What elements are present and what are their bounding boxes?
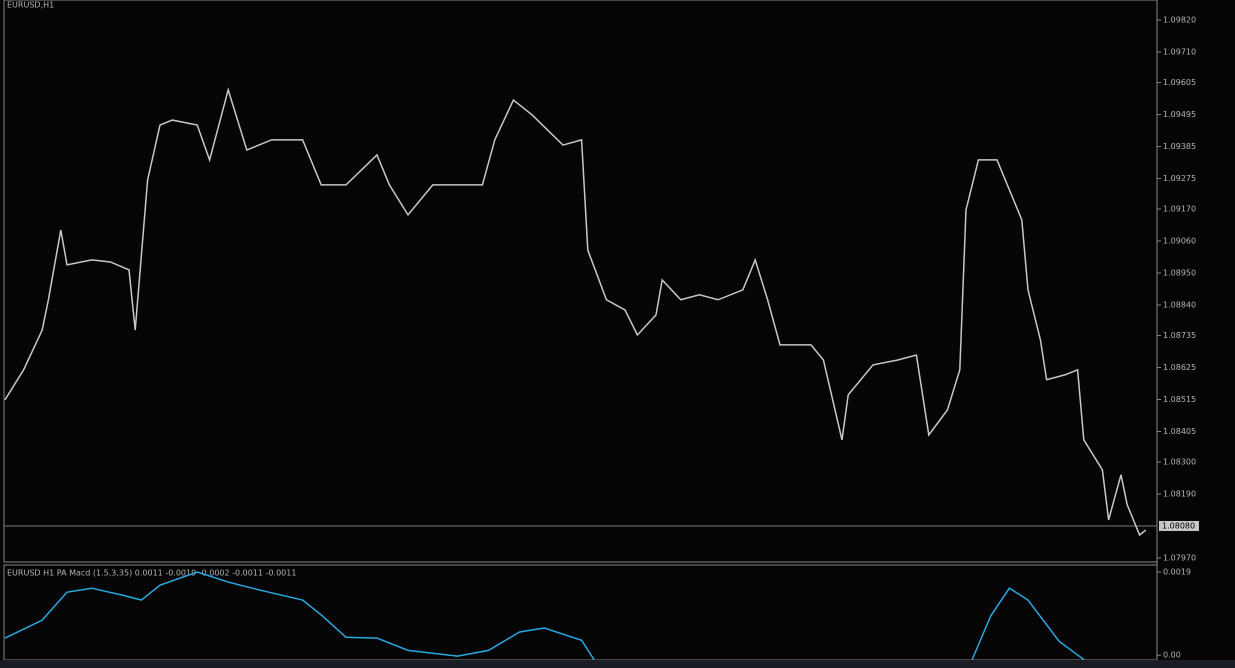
current-price-label: 1.08080 — [1162, 521, 1195, 530]
y-tick-label: 1.08840 — [1163, 301, 1196, 310]
y-tick-label: 0.0019 — [1163, 568, 1191, 577]
y-tick-label: 1.07970 — [1163, 553, 1196, 562]
y-tick-label: 1.09605 — [1163, 78, 1196, 87]
y-tick-label: 1.08190 — [1163, 489, 1196, 498]
y-tick-label: 1.08735 — [1163, 331, 1196, 340]
y-tick-label: 1.08405 — [1163, 427, 1196, 436]
y-tick-label: 1.09710 — [1163, 48, 1196, 57]
current-price-box — [1159, 520, 1199, 531]
y-tick-label: 1.09820 — [1163, 16, 1196, 25]
price-line — [4, 571, 1085, 661]
y-tick-label: 1.08515 — [1163, 395, 1196, 404]
y-tick-label: 0.00 — [1163, 651, 1181, 660]
indicator-title: EURUSD H1 PA Macd (1.5,3,35) 0.0011 -0.0… — [7, 569, 296, 578]
bottom-strip — [0, 660, 1235, 668]
y-tick-label: 1.08625 — [1163, 363, 1196, 372]
y-tick-label: 1.09060 — [1163, 237, 1196, 246]
y-tick-label: 1.08950 — [1163, 269, 1196, 278]
y-tick-label: 1.08300 — [1163, 458, 1196, 467]
y-tick-label: 1.09275 — [1163, 174, 1196, 183]
y-tick-label: 1.09495 — [1163, 110, 1196, 119]
price-line — [4, 87, 1147, 537]
y-tick-label: 1.09170 — [1163, 205, 1196, 214]
y-tick-label: 1.09385 — [1163, 142, 1196, 151]
chart-title: EURUSD,H1 — [7, 1, 54, 10]
